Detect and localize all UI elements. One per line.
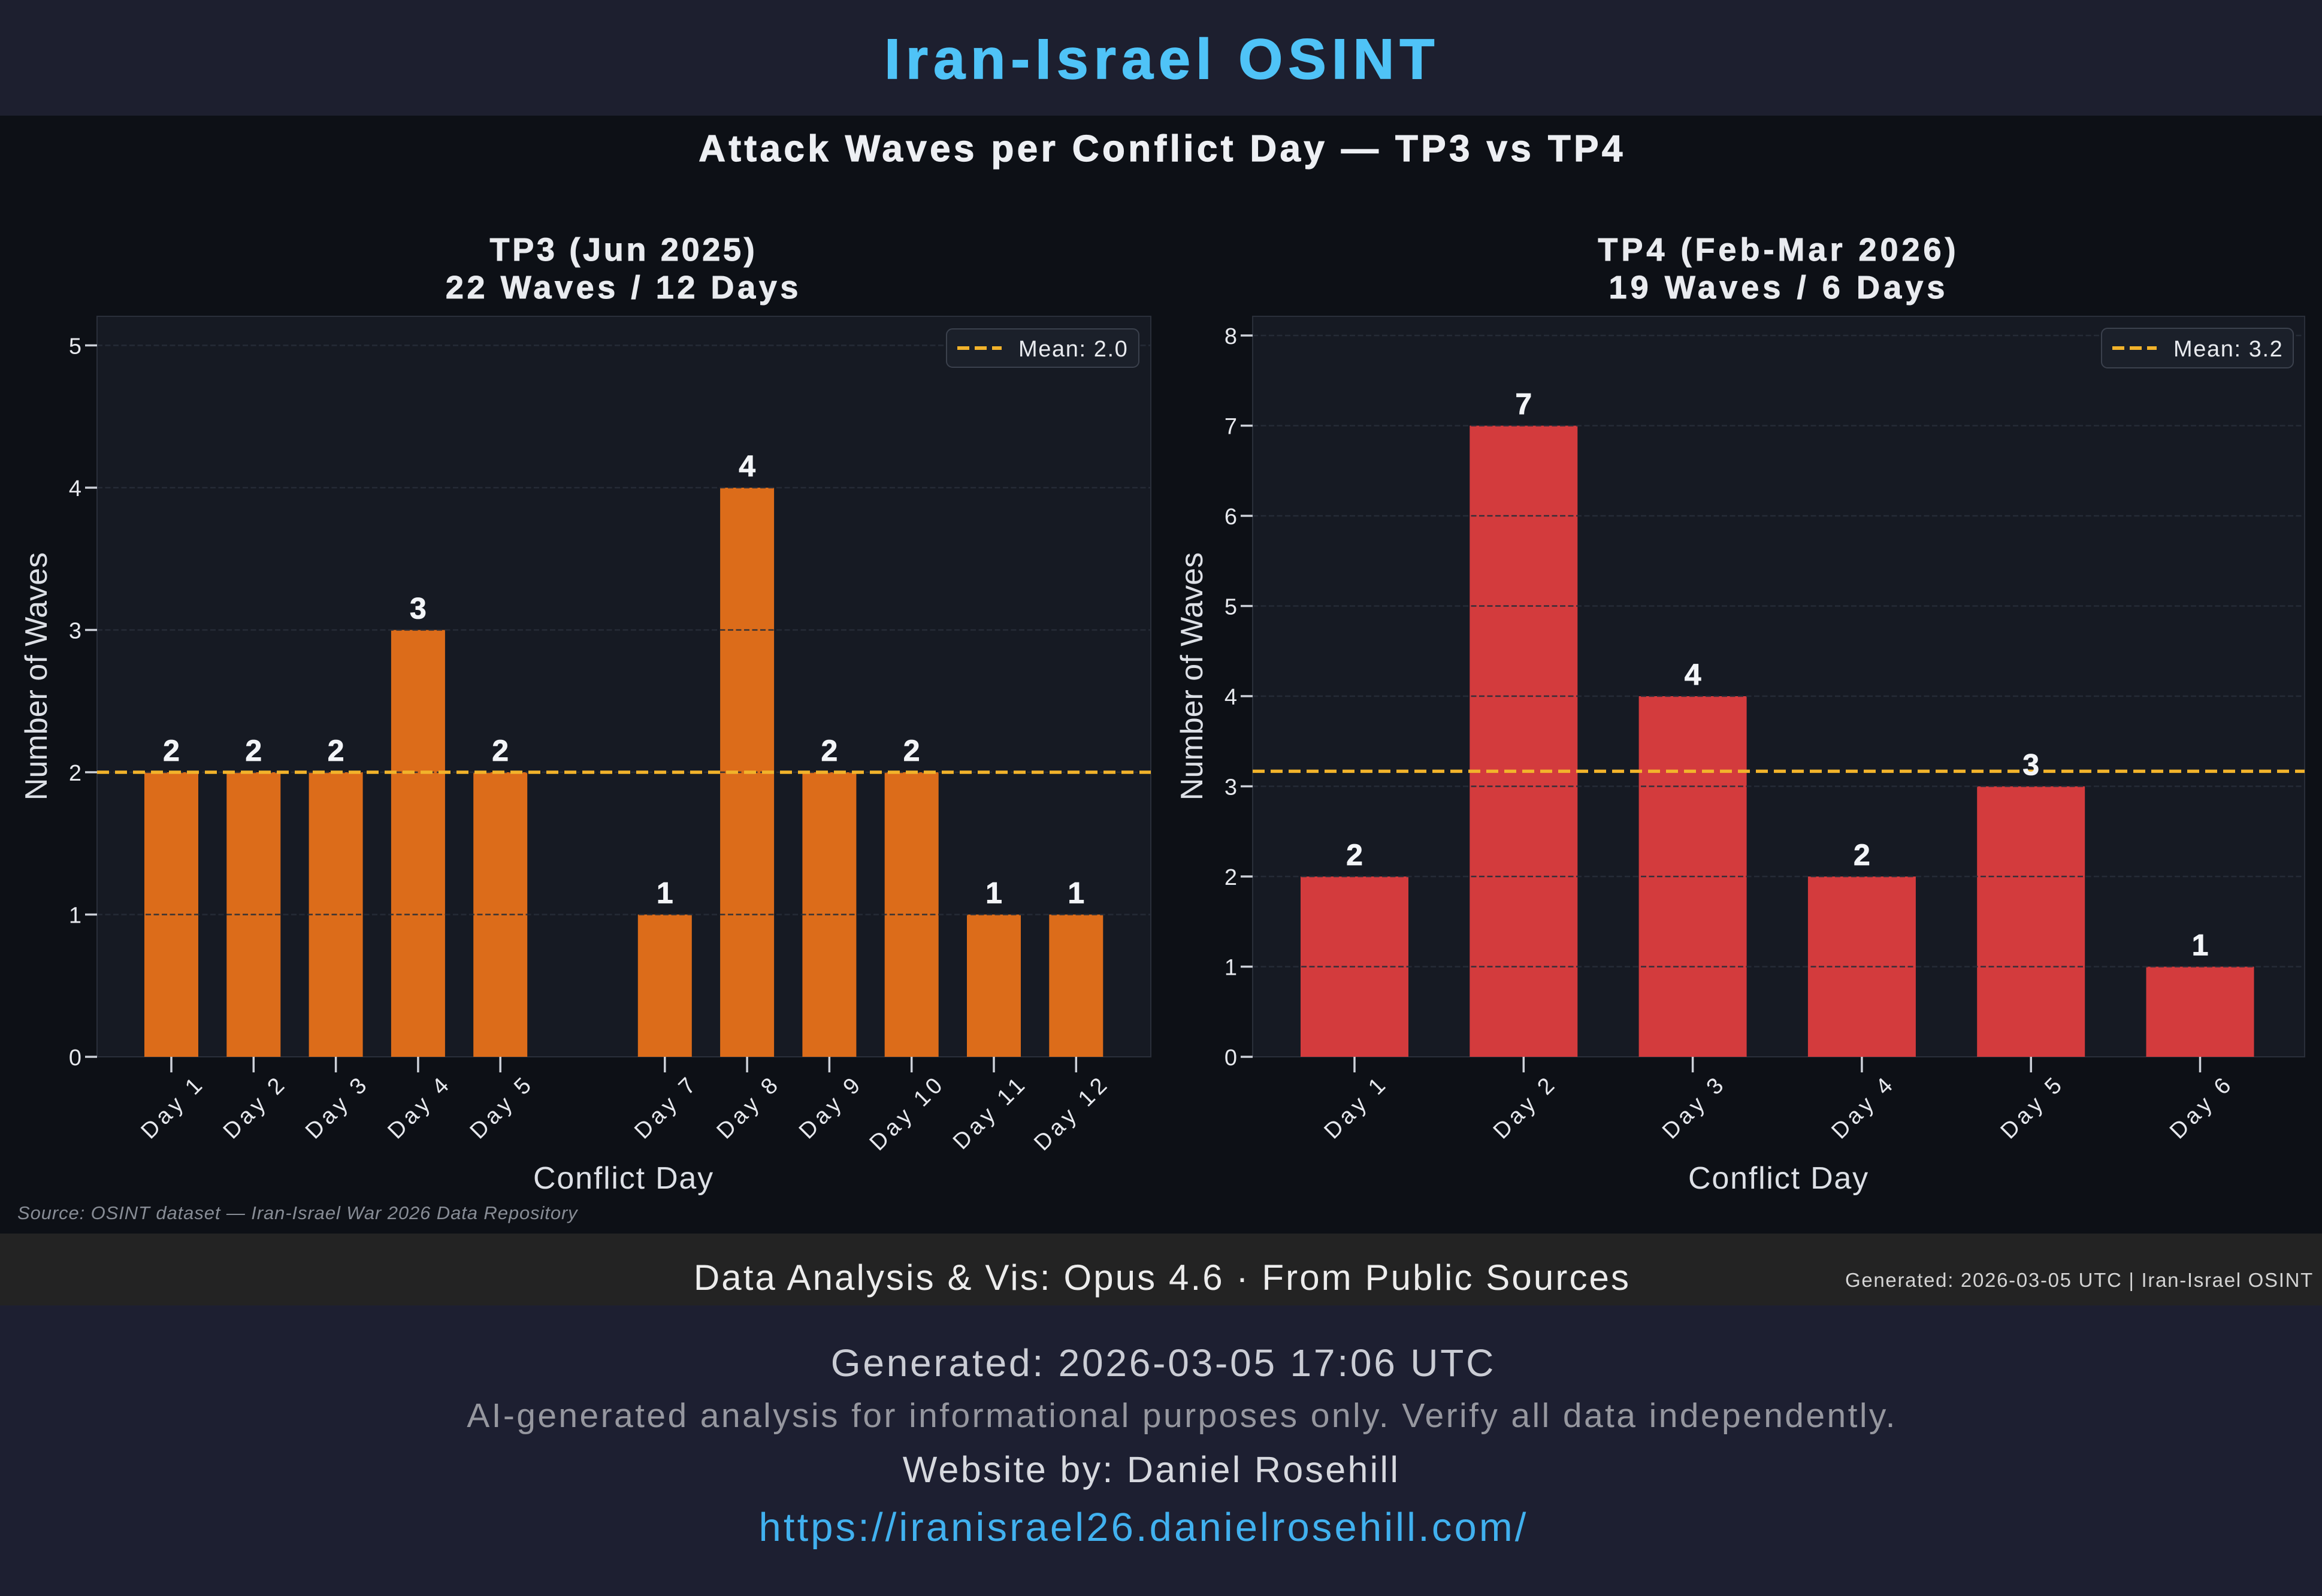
svg-text:0: 0: [1225, 1045, 1237, 1071]
svg-text:8: 8: [1225, 324, 1237, 349]
svg-text:0: 0: [69, 1045, 81, 1071]
svg-text:5: 5: [69, 334, 81, 359]
svg-text:2: 2: [328, 734, 344, 767]
svg-text:Data Analysis & Vis: Opus 4.6: Data Analysis & Vis: Opus 4.6 · From Pub…: [694, 1258, 1631, 1298]
svg-text:2: 2: [69, 761, 81, 786]
svg-text:4: 4: [1685, 658, 1701, 691]
svg-text:2: 2: [492, 734, 509, 767]
svg-text:Number of Waves: Number of Waves: [1175, 552, 1210, 800]
svg-text:Iran-Israel OSINT: Iran-Israel OSINT: [884, 28, 1440, 91]
svg-text:7: 7: [1515, 388, 1532, 421]
svg-text:TP4 (Feb-Mar 2026): TP4 (Feb-Mar 2026): [1598, 232, 1959, 268]
svg-text:Conflict Day: Conflict Day: [1688, 1161, 1869, 1196]
svg-text:2: 2: [1854, 838, 1870, 872]
svg-text:7: 7: [1225, 415, 1237, 440]
svg-text:19 Waves / 6 Days: 19 Waves / 6 Days: [1609, 270, 1949, 306]
svg-text:4: 4: [69, 476, 81, 501]
svg-text:2: 2: [1225, 865, 1237, 890]
svg-text:4: 4: [1225, 685, 1237, 710]
svg-text:3: 3: [1225, 775, 1237, 800]
svg-text:Mean: 2.0: Mean: 2.0: [1018, 337, 1128, 362]
svg-text:2: 2: [245, 734, 262, 767]
svg-text:1: 1: [1225, 956, 1237, 981]
svg-text:1: 1: [1068, 876, 1084, 910]
svg-text:6: 6: [1225, 504, 1237, 530]
svg-text:2: 2: [821, 734, 838, 767]
svg-text:Generated: 2026-03-05 UTC | Ir: Generated: 2026-03-05 UTC | Iran-Israel …: [1845, 1269, 2314, 1291]
svg-text:TP3 (Jun 2025): TP3 (Jun 2025): [490, 232, 758, 268]
svg-text:2: 2: [903, 734, 920, 767]
svg-text:4: 4: [739, 449, 755, 483]
svg-text:2: 2: [163, 734, 180, 767]
svg-text:2: 2: [1346, 838, 1363, 872]
svg-text:Generated: 2026-03-05 17:06 UT: Generated: 2026-03-05 17:06 UTC: [831, 1341, 1496, 1385]
svg-text:1: 1: [985, 876, 1002, 910]
svg-text:Conflict Day: Conflict Day: [533, 1161, 714, 1196]
svg-text:5: 5: [1225, 595, 1237, 620]
svg-text:Number of Waves: Number of Waves: [19, 552, 54, 800]
svg-text:1: 1: [657, 876, 673, 910]
svg-text:Website by: Daniel Rosehill: Website by: Daniel Rosehill: [903, 1449, 1400, 1490]
svg-text:Mean: 3.2: Mean: 3.2: [2173, 337, 2283, 362]
svg-text:3: 3: [2022, 748, 2039, 782]
svg-text:https://iranisrael26.danielros: https://iranisrael26.danielrosehill.com/: [759, 1505, 1529, 1550]
svg-text:3: 3: [69, 619, 81, 644]
svg-text:1: 1: [2192, 929, 2209, 962]
svg-text:AI-generated analysis for info: AI-generated analysis for informational …: [467, 1396, 1897, 1435]
svg-text:Source: OSINT dataset — Iran-I: Source: OSINT dataset — Iran-Israel War …: [17, 1202, 579, 1223]
svg-text:Attack Waves per Conflict Day: Attack Waves per Conflict Day — TP3 vs T…: [699, 128, 1626, 170]
svg-text:1: 1: [69, 903, 81, 929]
svg-text:3: 3: [410, 592, 427, 625]
svg-text:22 Waves / 12 Days: 22 Waves / 12 Days: [446, 270, 802, 306]
